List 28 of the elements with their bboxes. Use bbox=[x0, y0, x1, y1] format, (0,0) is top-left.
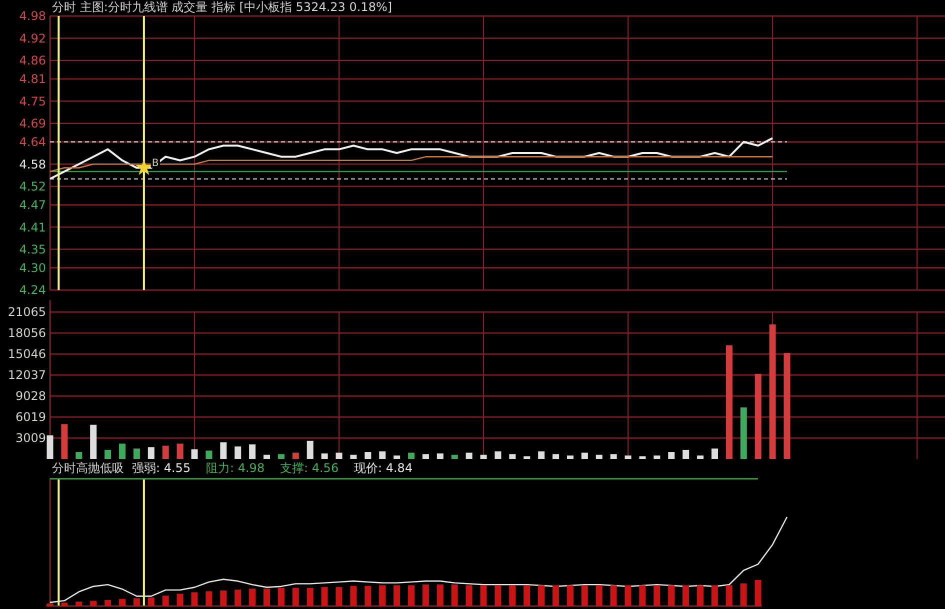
y-tick-label: 4.47 bbox=[19, 198, 46, 212]
text: 现价: 4.84 bbox=[354, 461, 413, 475]
y-tick-label: 9028 bbox=[15, 389, 46, 404]
y-tick-label: 4.98 bbox=[19, 9, 46, 24]
annotation: B bbox=[152, 158, 159, 169]
y-tick-label: 4.86 bbox=[19, 54, 46, 68]
text: 强弱: 4.55 bbox=[132, 461, 191, 475]
y-tick-label: 4.58 bbox=[19, 157, 46, 172]
y-tick-label: 4.81 bbox=[19, 72, 46, 86]
y-tick-label: 4.92 bbox=[19, 31, 46, 46]
y-tick-label: 18056 bbox=[8, 326, 46, 340]
y-tick-label: 12037 bbox=[8, 368, 46, 382]
y-tick-label: 4.30 bbox=[19, 260, 46, 275]
y-tick-label: 4.52 bbox=[19, 180, 46, 194]
chart-title: 分时 主图:分时九线谱 成交量 指标 [中小板指 5324.23 0.18%] bbox=[52, 0, 392, 14]
y-tick-label: 4.64 bbox=[19, 135, 46, 150]
y-tick-label: 4.69 bbox=[19, 116, 46, 131]
y-tick-label: 4.35 bbox=[19, 242, 46, 256]
y-tick-label: 6019 bbox=[15, 410, 46, 424]
y-tick-label: 21065 bbox=[8, 305, 46, 320]
y-tick-label: 4.75 bbox=[19, 94, 46, 108]
text: 支撑: 4.56 bbox=[280, 461, 339, 475]
y-tick-label: 3009 bbox=[15, 431, 46, 446]
chart-title: 分时高抛低吸 bbox=[52, 461, 124, 475]
y-tick-label: 15046 bbox=[8, 347, 46, 362]
text: 阻力: 4.98 bbox=[206, 461, 265, 475]
y-tick-label: 4.41 bbox=[19, 220, 46, 234]
y-tick-label: 4.24 bbox=[19, 283, 46, 298]
